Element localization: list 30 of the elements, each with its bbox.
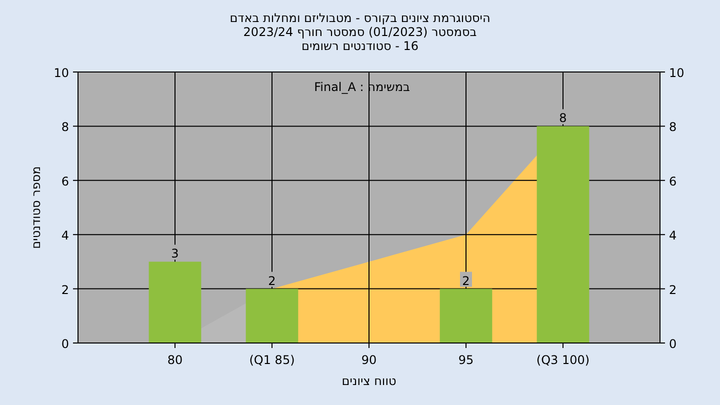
annotation: במשימה : Final_A bbox=[314, 80, 410, 94]
data-label: 8 bbox=[559, 111, 567, 126]
y2-tick-label: 4 bbox=[669, 228, 677, 243]
bar bbox=[536, 126, 590, 343]
y-tick-label: 10 bbox=[54, 66, 69, 80]
y-axis-title: מספר סטודנטים bbox=[29, 166, 43, 249]
bar bbox=[148, 262, 202, 343]
x-axis-title: טווח ציונים bbox=[342, 374, 396, 388]
bar bbox=[440, 288, 492, 343]
y2-tick-label: 2 bbox=[669, 282, 677, 297]
x-tick-label: 90 bbox=[361, 353, 377, 367]
text: 16 - סטודנטים רשומים bbox=[301, 39, 419, 53]
y-tick-label: 4 bbox=[61, 228, 69, 243]
x-tick-label: 80 bbox=[167, 353, 183, 367]
y2-tick-label: 10 bbox=[669, 66, 684, 80]
x-tick-label: (Q3 100) bbox=[536, 353, 590, 367]
data-label: 2 bbox=[268, 274, 276, 288]
data-label: 2 bbox=[462, 274, 470, 288]
x-tick-label: 95 bbox=[458, 353, 474, 367]
chart-title: היסטוגרמת ציונים בקורס - מטבוליזם ומחלות באדם bbox=[230, 11, 490, 25]
y2-tick-label: 0 bbox=[669, 337, 677, 351]
y-tick-label: 8 bbox=[61, 120, 69, 134]
y-tick-label: 0 bbox=[61, 337, 69, 351]
y2-tick-label: 6 bbox=[669, 174, 677, 188]
chart-subtitle: בסמסטר (01/2023) סמסטר חורף 2023/24 bbox=[243, 25, 477, 39]
data-label: 3 bbox=[171, 246, 179, 261]
x-tick-label: (Q1 85) bbox=[249, 353, 295, 367]
y-tick-label: 6 bbox=[61, 174, 69, 188]
y-tick-label: 2 bbox=[61, 282, 69, 297]
y2-tick-label: 8 bbox=[669, 120, 677, 134]
